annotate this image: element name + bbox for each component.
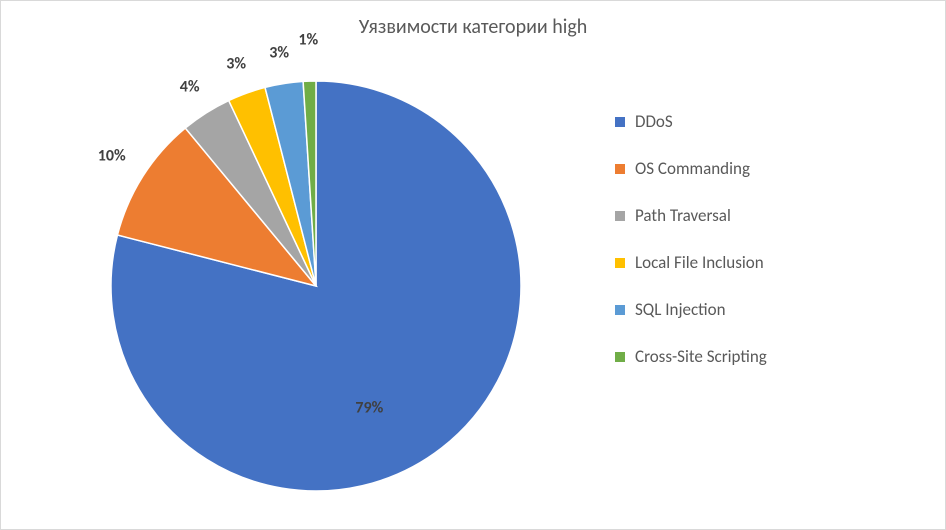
chart-container: Уязвимости категории high 79% 10% 4% 3% 3% 1%… <box>0 0 946 530</box>
legend-swatch <box>615 117 625 127</box>
legend-item: Local File Inclusion <box>615 252 885 273</box>
pie-svg <box>101 71 531 501</box>
legend-swatch <box>615 352 625 362</box>
legend-swatch <box>615 211 625 221</box>
legend-label: DDoS <box>635 111 673 132</box>
chart-title: Уязвимости категории high <box>1 15 945 39</box>
slice-label: 3% <box>269 44 289 63</box>
legend-item: DDoS <box>615 111 885 132</box>
slice-label: 4% <box>180 77 200 96</box>
legend-swatch <box>615 258 625 268</box>
slice-label: 79% <box>355 399 383 418</box>
legend-swatch <box>615 164 625 174</box>
slice-label: 10% <box>98 147 126 166</box>
legend: DDoS OS Commanding Path Traversal Local Fil… <box>615 111 885 393</box>
slice-label: 3% <box>226 55 246 74</box>
slice-label: 1% <box>298 31 318 50</box>
legend-label: Path Traversal <box>635 205 731 226</box>
legend-label: Local File Inclusion <box>635 252 764 273</box>
legend-label: Cross-Site Scripting <box>635 346 767 367</box>
pie-chart: 79%10%4%3%3%1% <box>101 71 531 501</box>
legend-label: SQL Injection <box>635 299 726 320</box>
legend-item: Path Traversal <box>615 205 885 226</box>
legend-item: Cross-Site Scripting <box>615 346 885 367</box>
legend-swatch <box>615 305 625 315</box>
legend-item: SQL Injection <box>615 299 885 320</box>
legend-label: OS Commanding <box>635 158 750 179</box>
legend-item: OS Commanding <box>615 158 885 179</box>
